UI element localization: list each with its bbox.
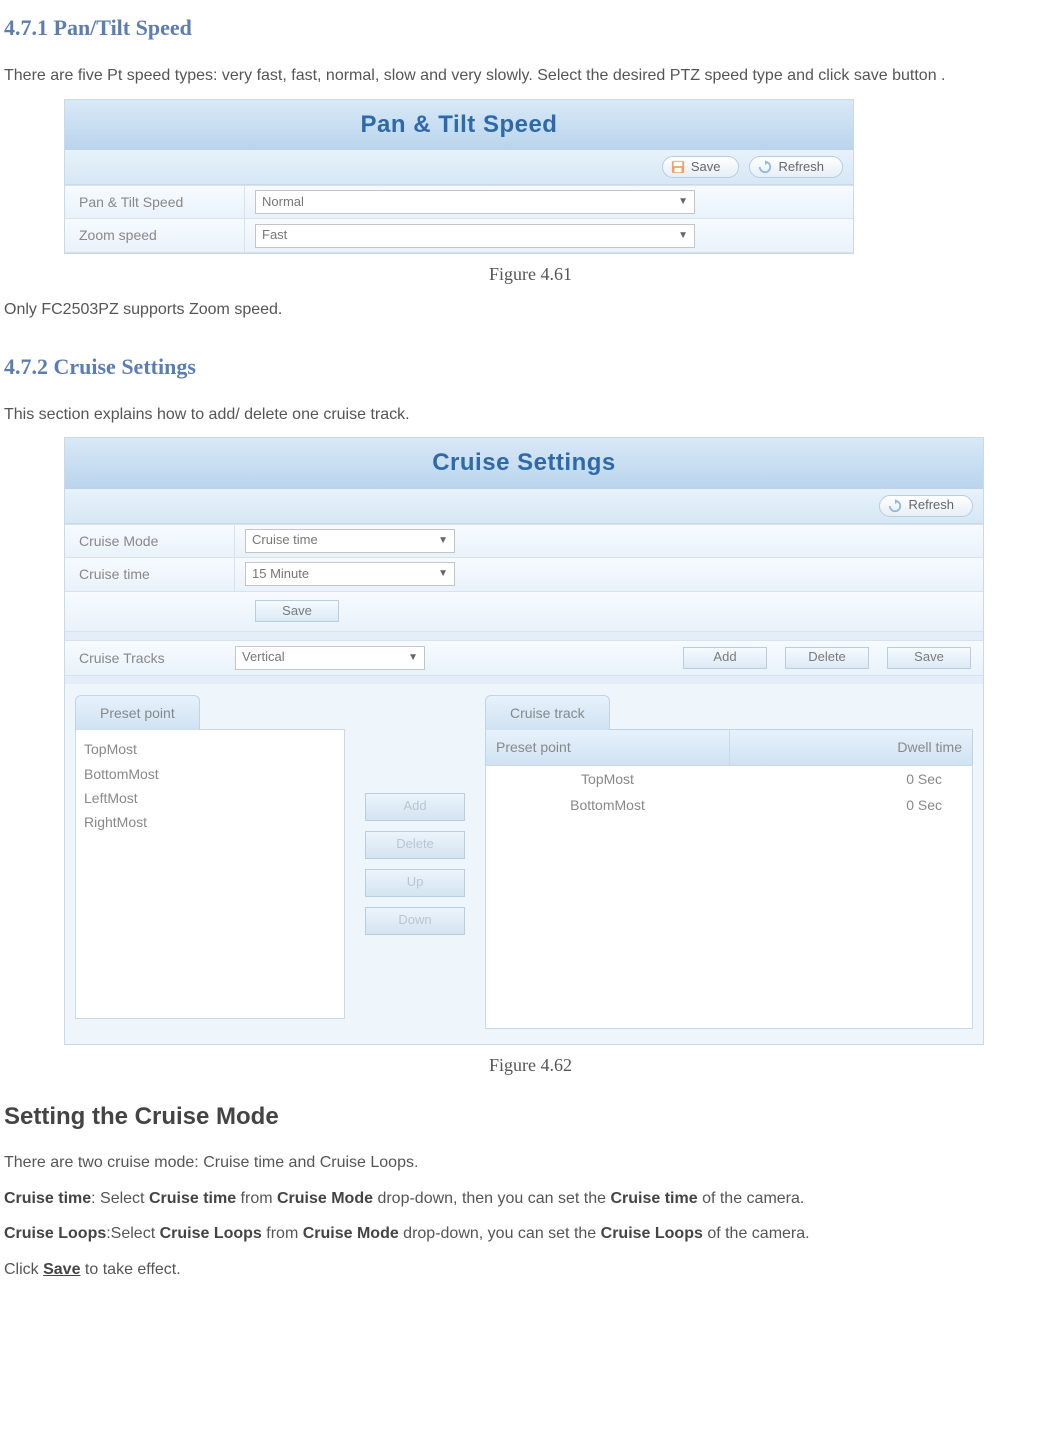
cruise-mode-heading: Setting the Cruise Mode xyxy=(4,1098,1057,1136)
lower-area: Preset point TopMost BottomMost LeftMost… xyxy=(65,684,983,1044)
refresh-button[interactable]: Refresh xyxy=(749,156,843,178)
save-button-label: Save xyxy=(691,157,721,178)
mid-buttons: Add Delete Up Down xyxy=(355,694,475,1034)
cruise-settings-panel: Cruise Settings Refresh Cruise Mode Crui… xyxy=(64,437,984,1044)
cruise-mode-label: Cruise Mode xyxy=(65,525,235,557)
zoom-speed-value: Fast xyxy=(262,225,287,246)
preset-list[interactable]: TopMost BottomMost LeftMost RightMost xyxy=(75,729,345,1019)
chevron-down-icon: ▼ xyxy=(678,194,688,210)
zoom-speed-label: Zoom speed xyxy=(65,219,245,252)
text: drop-down, then you can set the xyxy=(373,1190,610,1207)
mid-up-button[interactable]: Up xyxy=(365,869,465,897)
cruise-mode-p4: Click Save to take effect. xyxy=(4,1257,1057,1283)
cruise-mode-p1: There are two cruise mode: Cruise time a… xyxy=(4,1150,1057,1176)
text: :Select xyxy=(106,1225,159,1242)
mid-down-button[interactable]: Down xyxy=(365,907,465,935)
track-table-body[interactable]: TopMost 0 Sec BottomMost 0 Sec xyxy=(485,765,973,1029)
bold-text: Save xyxy=(43,1261,80,1278)
track-preset: BottomMost xyxy=(496,794,719,816)
cruise-track-tab[interactable]: Cruise track xyxy=(485,695,610,730)
text: of the camera. xyxy=(703,1225,810,1242)
cruise-time-select[interactable]: 15 Minute ▼ xyxy=(245,562,455,586)
cruise-time-label: Cruise time xyxy=(65,558,235,591)
cruise-mode-value: Cruise time xyxy=(252,530,318,551)
mid-delete-button[interactable]: Delete xyxy=(365,831,465,859)
save-button-cs[interactable]: Save xyxy=(255,600,339,622)
table-row[interactable]: TopMost 0 Sec xyxy=(486,766,972,792)
section-title-471: 4.7.1 Pan/Tilt Speed xyxy=(4,10,1057,45)
track-table-header: Preset point Dwell time xyxy=(485,729,973,764)
mid-add-button[interactable]: Add xyxy=(365,793,465,821)
refresh-button-cs-label: Refresh xyxy=(908,495,954,516)
chevron-down-icon: ▼ xyxy=(678,228,688,244)
cruise-tracks-value: Vertical xyxy=(242,647,285,668)
cruise-mode-select[interactable]: Cruise time ▼ xyxy=(245,529,455,553)
bold-text: Cruise time xyxy=(4,1190,91,1207)
toolbar-cs: Refresh xyxy=(65,489,983,524)
refresh-button-cs[interactable]: Refresh xyxy=(879,495,973,517)
text: of the camera. xyxy=(698,1190,805,1207)
save-track-button[interactable]: Save xyxy=(887,647,971,669)
cruise-time-value: 15 Minute xyxy=(252,564,309,585)
paragraph-471: There are five Pt speed types: very fast… xyxy=(4,63,1057,89)
chevron-down-icon: ▼ xyxy=(438,533,448,549)
col-dwell-header: Dwell time xyxy=(730,730,973,764)
cruise-tracks-label: Cruise Tracks xyxy=(65,641,235,675)
text: from xyxy=(262,1225,303,1242)
section-title-472: 4.7.2 Cruise Settings xyxy=(4,349,1057,384)
bold-text: Cruise Mode xyxy=(277,1190,373,1207)
panel-header-pt: Pan & Tilt Speed xyxy=(65,100,853,150)
track-dwell: 0 Sec xyxy=(719,768,962,790)
text: Click xyxy=(4,1261,43,1278)
list-item[interactable]: BottomMost xyxy=(84,763,336,785)
figure-caption-461: Figure 4.61 xyxy=(4,260,1057,289)
pt-speed-select[interactable]: Normal ▼ xyxy=(255,190,695,214)
track-preset: TopMost xyxy=(496,768,719,790)
chevron-down-icon: ▼ xyxy=(438,566,448,582)
delete-button[interactable]: Delete xyxy=(785,647,869,669)
figure-caption-462: Figure 4.62 xyxy=(4,1051,1057,1080)
text: : Select xyxy=(91,1190,149,1207)
panel-header-cs: Cruise Settings xyxy=(65,438,983,488)
table-row[interactable]: BottomMost 0 Sec xyxy=(486,792,972,818)
cruise-mode-p3: Cruise Loops:Select Cruise Loops from Cr… xyxy=(4,1221,1057,1247)
save-button[interactable]: Save xyxy=(662,156,740,178)
refresh-button-label: Refresh xyxy=(778,157,824,178)
list-item[interactable]: LeftMost xyxy=(84,787,336,809)
refresh-icon xyxy=(888,499,902,513)
bold-text: Cruise Loops xyxy=(601,1225,703,1242)
refresh-icon xyxy=(758,160,772,174)
preset-column: Preset point TopMost BottomMost LeftMost… xyxy=(75,694,345,1034)
paragraph-472: This section explains how to add/ delete… xyxy=(4,402,1057,428)
bold-text: Cruise Loops xyxy=(160,1225,262,1242)
chevron-down-icon: ▼ xyxy=(408,650,418,666)
bold-text: Cruise time xyxy=(149,1190,236,1207)
text: to take effect. xyxy=(80,1261,180,1278)
bold-text: Cruise Loops xyxy=(4,1225,106,1242)
col-preset-header: Preset point xyxy=(486,730,730,764)
list-item[interactable]: RightMost xyxy=(84,811,336,833)
cruise-tracks-select[interactable]: Vertical ▼ xyxy=(235,646,425,670)
list-item[interactable]: TopMost xyxy=(84,738,336,760)
toolbar-pt: Save Refresh xyxy=(65,150,853,185)
save-icon xyxy=(671,160,685,174)
text: from xyxy=(236,1190,277,1207)
add-button[interactable]: Add xyxy=(683,647,767,669)
preset-tab[interactable]: Preset point xyxy=(75,695,200,730)
zoom-note: Only FC2503PZ supports Zoom speed. xyxy=(4,297,1057,323)
cruise-mode-p2: Cruise time: Select Cruise time from Cru… xyxy=(4,1186,1057,1212)
track-dwell: 0 Sec xyxy=(719,794,962,816)
bold-text: Cruise time xyxy=(610,1190,697,1207)
text: drop-down, you can set the xyxy=(399,1225,601,1242)
zoom-speed-select[interactable]: Fast ▼ xyxy=(255,224,695,248)
pt-speed-label: Pan & Tilt Speed xyxy=(65,186,245,218)
pan-tilt-panel: Pan & Tilt Speed Save Refresh Pan & Tilt… xyxy=(64,99,854,254)
pt-speed-value: Normal xyxy=(262,192,304,213)
bold-text: Cruise Mode xyxy=(303,1225,399,1242)
cruise-track-column: Cruise track Preset point Dwell time Top… xyxy=(485,694,973,1034)
